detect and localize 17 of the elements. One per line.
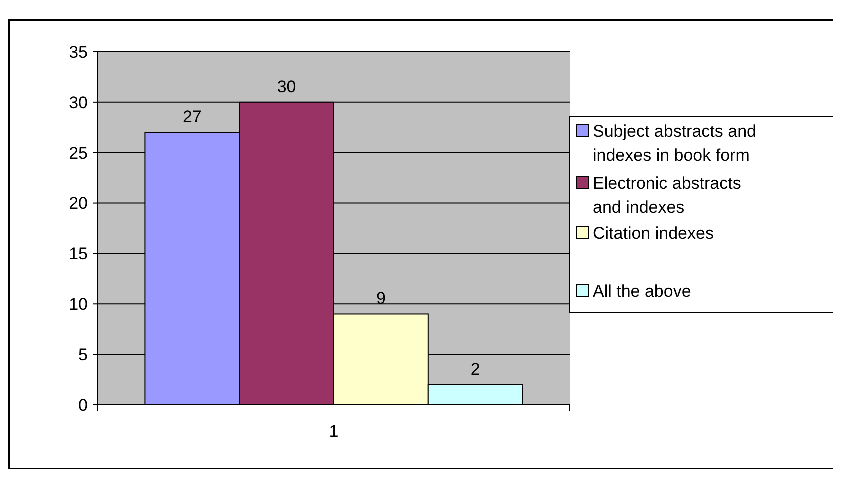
y-tick-label: 0 (78, 396, 88, 415)
y-tick-label: 15 (69, 244, 88, 264)
y-tick-label: 5 (78, 346, 88, 365)
data-label: 9 (376, 289, 386, 308)
y-tick-label: 30 (69, 93, 88, 112)
legend-label: Electronic abstracts and indexes (593, 174, 742, 217)
y-tick-label: 20 (69, 194, 88, 214)
y-tick-label: 25 (69, 144, 88, 163)
data-label: 27 (182, 108, 202, 127)
y-tick-label: 10 (69, 295, 88, 314)
legend-label: Subject abstracts and indexes in book form (593, 122, 756, 165)
data-label: 30 (277, 77, 296, 96)
legend-label: All the above (593, 282, 692, 301)
legend-label: Citation indexes (593, 224, 714, 243)
y-tick-label: 35 (69, 42, 88, 62)
data-label: 2 (470, 360, 480, 379)
x-tick-label: 1 (329, 422, 339, 441)
